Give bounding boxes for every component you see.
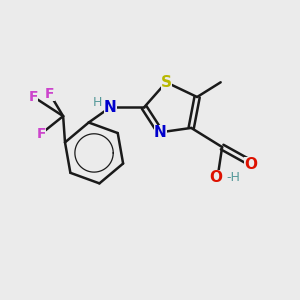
Text: O: O xyxy=(244,157,257,172)
Text: N: N xyxy=(104,100,117,115)
Text: -H: -H xyxy=(226,172,240,184)
Text: O: O xyxy=(210,170,223,185)
Text: F: F xyxy=(45,87,55,101)
Text: S: S xyxy=(161,75,172,90)
Text: N: N xyxy=(154,125,167,140)
Text: H: H xyxy=(93,95,103,109)
Text: F: F xyxy=(36,127,46,141)
Text: F: F xyxy=(29,90,38,104)
